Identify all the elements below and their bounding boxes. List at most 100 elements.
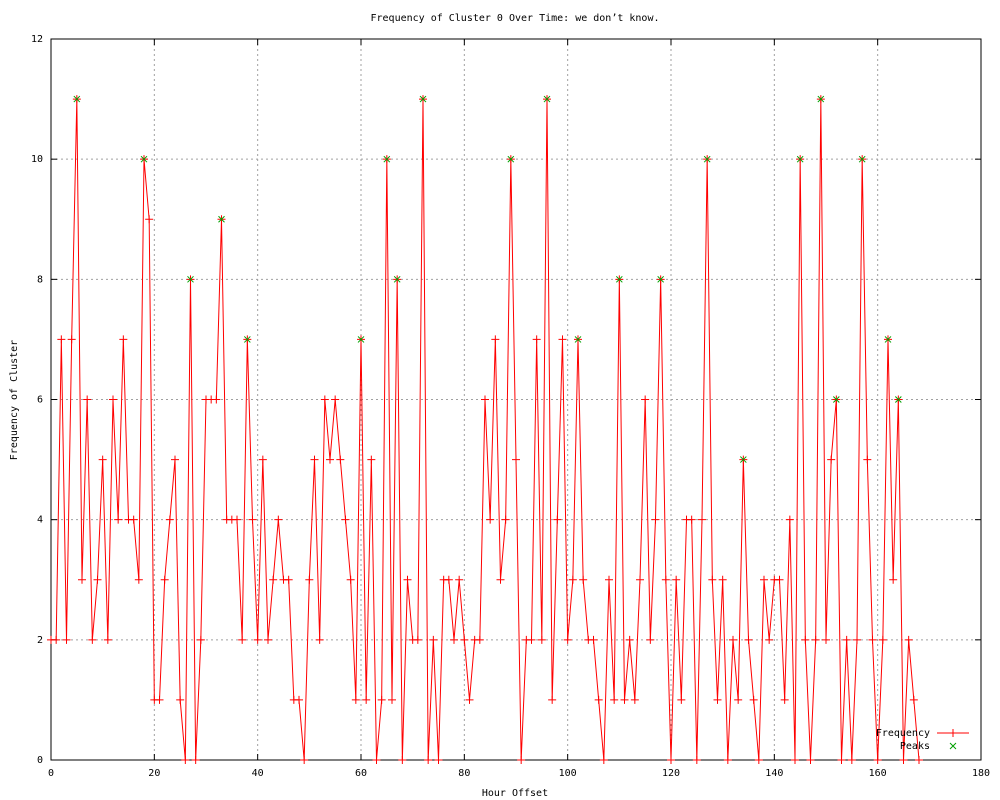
data-point xyxy=(579,575,588,584)
data-point xyxy=(780,695,789,704)
data-point xyxy=(589,635,598,644)
data-point xyxy=(574,336,582,343)
data-point xyxy=(269,575,278,584)
data-point xyxy=(837,756,846,764)
data-point xyxy=(67,335,76,344)
data-point xyxy=(832,396,840,403)
data-point xyxy=(915,756,923,764)
data-point xyxy=(620,695,629,704)
data-point xyxy=(548,695,557,704)
data-point xyxy=(858,155,866,163)
data-point xyxy=(904,635,913,644)
data-point xyxy=(331,395,340,404)
data-point xyxy=(651,515,660,524)
data-point xyxy=(713,695,722,704)
data-point xyxy=(729,635,737,644)
data-point xyxy=(377,695,386,704)
data-point xyxy=(73,95,81,103)
x-tick-label: 60 xyxy=(355,768,367,779)
plot-border xyxy=(50,38,982,761)
x-tick-label: 120 xyxy=(662,768,680,779)
data-point xyxy=(646,635,655,644)
data-point xyxy=(692,756,701,764)
data-point xyxy=(83,395,92,404)
data-point xyxy=(754,756,763,764)
data-point xyxy=(558,335,567,344)
data-point xyxy=(326,455,334,464)
data-point xyxy=(507,155,515,163)
data-point xyxy=(636,575,644,584)
data-point xyxy=(434,756,443,764)
data-point xyxy=(383,155,391,163)
x-tick-label: 160 xyxy=(869,768,887,779)
data-point xyxy=(362,695,371,704)
data-point xyxy=(801,635,810,644)
x-tick-label: 180 xyxy=(972,768,990,779)
data-point xyxy=(615,275,623,283)
data-point xyxy=(460,635,469,644)
y-tick-label: 6 xyxy=(37,395,43,406)
data-point xyxy=(346,575,355,584)
legend-marker xyxy=(949,742,957,750)
data-point xyxy=(119,335,128,344)
data-point xyxy=(444,575,453,584)
data-point xyxy=(181,756,190,764)
data-point xyxy=(419,95,427,103)
data-point xyxy=(481,395,489,404)
data-point xyxy=(847,756,856,764)
data-point xyxy=(315,635,324,644)
data-point xyxy=(243,336,251,343)
data-point xyxy=(393,275,401,283)
data-point xyxy=(501,515,510,524)
data-point xyxy=(899,756,908,764)
data-point xyxy=(568,575,577,584)
x-tick-label: 40 xyxy=(252,768,264,779)
data-point xyxy=(853,635,861,644)
data-point xyxy=(429,635,438,644)
data-point xyxy=(78,575,86,584)
chart-title: Frequency of Cluster 0 Over Time: we don… xyxy=(371,13,660,24)
x-tick-label: 100 xyxy=(559,768,577,779)
data-point xyxy=(817,95,825,103)
data-point xyxy=(785,515,794,524)
data-point xyxy=(641,395,650,404)
data-point xyxy=(140,155,148,163)
data-point xyxy=(258,455,267,464)
data-point xyxy=(52,635,61,644)
y-tick-label: 2 xyxy=(37,635,43,646)
data-point xyxy=(744,635,753,644)
data-point xyxy=(630,695,639,704)
data-point xyxy=(625,635,634,644)
data-point xyxy=(465,695,474,704)
data-point xyxy=(775,575,784,584)
x-tick-label: 0 xyxy=(48,768,54,779)
data-point xyxy=(661,575,670,584)
data-point xyxy=(114,515,123,524)
data-point xyxy=(475,635,484,644)
data-point xyxy=(98,455,107,464)
legend-label: Peaks xyxy=(900,741,930,752)
data-point xyxy=(491,335,500,344)
x-tick-label: 20 xyxy=(148,768,160,779)
data-point xyxy=(842,635,851,644)
data-point xyxy=(811,635,820,644)
data-point xyxy=(827,455,836,464)
data-point xyxy=(553,515,562,524)
data-point xyxy=(765,635,774,644)
data-point xyxy=(723,756,732,764)
data-point xyxy=(351,695,360,704)
data-point xyxy=(894,396,902,403)
data-point xyxy=(372,756,381,764)
data-point xyxy=(734,695,743,704)
data-point xyxy=(187,275,194,283)
data-point xyxy=(248,515,257,524)
data-point xyxy=(264,635,272,644)
data-point xyxy=(413,635,422,644)
data-point xyxy=(253,635,262,644)
data-point xyxy=(599,756,608,764)
data-point xyxy=(517,756,526,764)
data-point xyxy=(672,575,681,584)
data-point xyxy=(88,635,97,644)
data-point xyxy=(822,635,830,644)
data-point xyxy=(284,575,293,584)
